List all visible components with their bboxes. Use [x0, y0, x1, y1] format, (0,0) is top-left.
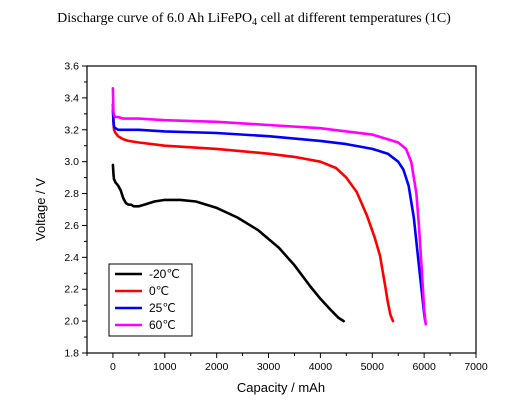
x-tick-label: 3000 [257, 361, 281, 373]
x-axis-label: Capacity / mAh [237, 380, 325, 395]
legend: -20℃ 0℃ 25℃ 60℃ [108, 263, 193, 337]
x-tick-label: 7000 [464, 361, 488, 373]
x-tick-label: 6000 [412, 361, 436, 373]
legend-label: 25℃ [149, 301, 176, 315]
y-tick-label: 2.6 [64, 220, 79, 232]
series-line-minus-20C [111, 163, 346, 323]
y-tick-label: 2.2 [64, 284, 79, 296]
y-tick-label: 1.8 [64, 348, 79, 360]
series-line-0C [111, 109, 395, 323]
legend-label: 0℃ [149, 284, 169, 298]
x-tick-label: 2000 [205, 361, 229, 373]
y-tick-label: 2.8 [64, 188, 79, 200]
chart-title-subscript: 4 [252, 17, 257, 28]
y-tick-label: 2.0 [64, 316, 79, 328]
series-layer [111, 87, 428, 326]
chart-title-part-2: cell at different temperatures (1C) [257, 11, 451, 26]
series-line-60C [111, 87, 428, 326]
x-tick-label: 1000 [153, 361, 177, 373]
legend-label: -20℃ [149, 267, 180, 281]
y-axis-label: Voltage / V [33, 178, 48, 241]
plot-frame [86, 65, 477, 354]
series-line-25C [111, 103, 427, 323]
x-tick-label: 0 [110, 361, 116, 373]
axis-tick-labels: 0 1000 2000 3000 4000 5000 6000 7000 1.8 2.0 2.2 2.… [64, 61, 487, 374]
y-tick-label: 3.4 [64, 92, 79, 104]
legend-label: 60℃ [149, 318, 176, 332]
y-tick-label: 3.2 [64, 124, 79, 136]
chart-title-part-1: Discharge curve of 6.0 Ah LiFePO [57, 11, 252, 26]
y-tick-label: 3.6 [64, 61, 79, 73]
y-tick-label: 3.0 [64, 156, 79, 168]
x-tick-label: 4000 [309, 361, 333, 373]
axis-ticks [82, 65, 477, 358]
chart-title: Discharge curve of 6.0 Ah LiFePO4 cell a… [57, 11, 451, 28]
x-tick-label: 5000 [361, 361, 385, 373]
y-tick-label: 2.4 [64, 252, 79, 264]
